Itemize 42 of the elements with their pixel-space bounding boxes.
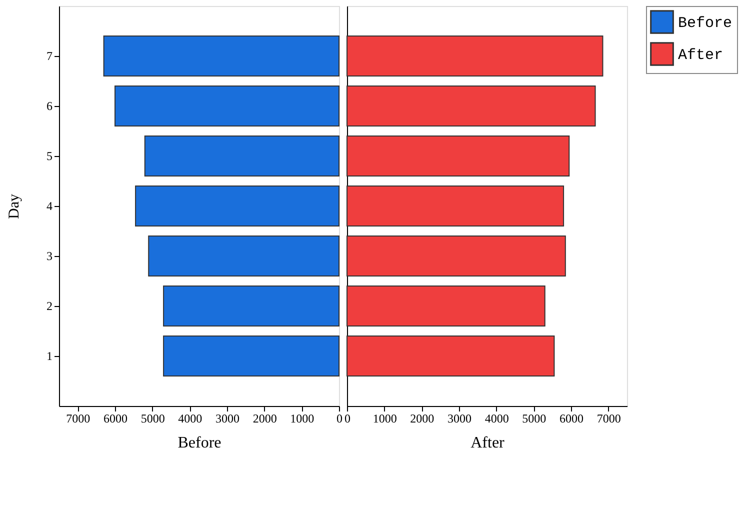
x-axis-title: After [470,434,506,452]
x-tick-label: 3000 [216,412,240,426]
x-axis-title: Before [178,434,222,452]
bar [135,186,340,226]
x-tick-label: 1000 [372,412,397,426]
y-axis-title: Day [6,194,22,219]
bar [346,236,566,276]
x-tick-label: 7000 [596,412,621,426]
x-tick-label: 0 [336,412,342,426]
x-tick-label: 6000 [560,412,584,426]
y-tick-label: 7 [46,49,52,63]
x-tick-label: 7000 [66,412,90,426]
text: After [678,47,724,64]
bar [346,36,604,76]
y-tick-label: 2 [46,299,52,313]
x-tick-label: 2000 [252,412,277,426]
bar [144,136,340,176]
x-tick-label: 4000 [484,412,509,426]
x-tick-label: 5000 [140,412,165,426]
bar [346,186,564,226]
y-tick-label: 3 [46,249,52,263]
y-tick-label: 5 [46,149,52,163]
bar [346,86,596,126]
bar [346,286,546,326]
bar [346,336,555,376]
legend-label: Before [678,15,732,32]
x-tick-label: 6000 [104,412,128,426]
bar [163,286,340,326]
bar [114,86,340,126]
bar [163,336,340,376]
bar [103,36,340,76]
y-tick-label: 1 [46,349,52,363]
bar [346,136,570,176]
x-tick-label: 5000 [522,412,546,426]
y-tick-label: 4 [46,199,52,213]
x-tick-label: 4000 [178,412,202,426]
y-tick-label: 6 [46,99,52,113]
bar [148,236,340,276]
x-tick-label: 2000 [410,412,434,426]
x-tick-label: 3000 [448,412,472,426]
x-tick-label: 0 [344,412,350,426]
x-tick-label: 1000 [290,412,314,426]
